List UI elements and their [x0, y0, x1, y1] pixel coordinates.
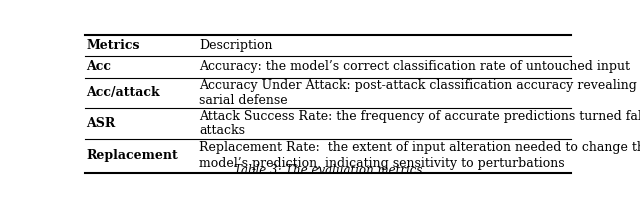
- Text: ASR: ASR: [86, 117, 116, 130]
- Text: Accuracy: the model’s correct classification rate of untouched input: Accuracy: the model’s correct classifica…: [199, 60, 630, 73]
- Text: model’s prediction, indicating sensitivity to perturbations: model’s prediction, indicating sensitivi…: [199, 157, 564, 170]
- Text: Table 3: The evaluation metrics: Table 3: The evaluation metrics: [234, 165, 422, 178]
- Text: Replacement Rate:  the extent of input alteration needed to change the: Replacement Rate: the extent of input al…: [199, 141, 640, 154]
- Text: Acc/attack: Acc/attack: [86, 86, 160, 99]
- Text: Accuracy Under Attack: post-attack classification accuracy revealing adver-: Accuracy Under Attack: post-attack class…: [199, 79, 640, 92]
- Text: Acc: Acc: [86, 60, 111, 73]
- Text: sarial defense: sarial defense: [199, 94, 287, 107]
- Text: Replacement: Replacement: [86, 149, 178, 162]
- Text: Metrics: Metrics: [86, 39, 140, 52]
- Text: Attack Success Rate: the frequency of accurate predictions turned false by: Attack Success Rate: the frequency of ac…: [199, 110, 640, 123]
- Text: Description: Description: [199, 39, 273, 52]
- Text: attacks: attacks: [199, 124, 245, 137]
